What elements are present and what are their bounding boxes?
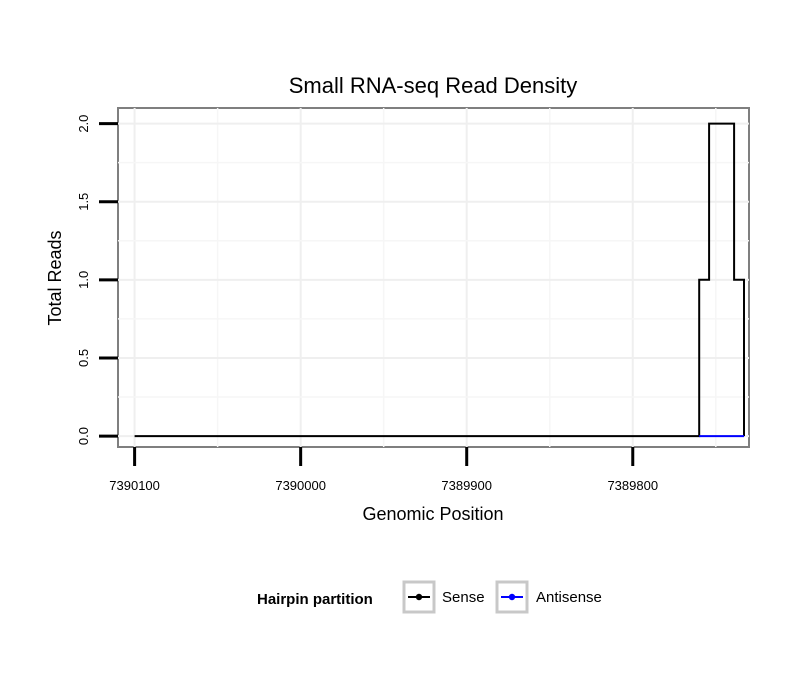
axis-layer: 7390100 7390000 7389900 7389800 0.0 0.5 1.0 1.5…	[76, 115, 658, 493]
legend-title: Hairpin partition	[257, 591, 373, 608]
y-tick-label: 0.5	[76, 349, 91, 367]
x-axis-label: Genomic Position	[362, 504, 503, 524]
legend-key-marker	[508, 593, 516, 601]
series-layer	[134, 122, 745, 438]
legend-label: Sense	[442, 589, 485, 606]
x-tick-label: 7390000	[275, 478, 326, 493]
x-tick-label: 7390100	[109, 478, 160, 493]
legend-item-sense: Sense	[402, 580, 485, 614]
y-tick-label: 1.0	[76, 271, 91, 289]
series-line-sense	[134, 122, 745, 438]
legend-key-marker	[415, 593, 423, 601]
x-tick-label: 7389900	[441, 478, 492, 493]
legend-item-antisense: Antisense	[495, 580, 602, 614]
x-tick-label: 7389800	[607, 478, 658, 493]
y-axis-label: Total Reads	[45, 230, 65, 325]
legend-items: Sense Antisense	[402, 580, 602, 614]
legend-label: Antisense	[536, 589, 602, 606]
plot-panel	[117, 107, 750, 448]
chart-title: Small RNA-seq Read Density	[289, 73, 578, 98]
grid-lines	[118, 108, 749, 447]
y-tick-label: 2.0	[76, 115, 91, 133]
y-tick-label: 1.5	[76, 193, 91, 211]
y-tick-label: 0.0	[76, 427, 91, 445]
legend: Hairpin partition Sense Antisense	[257, 580, 602, 614]
